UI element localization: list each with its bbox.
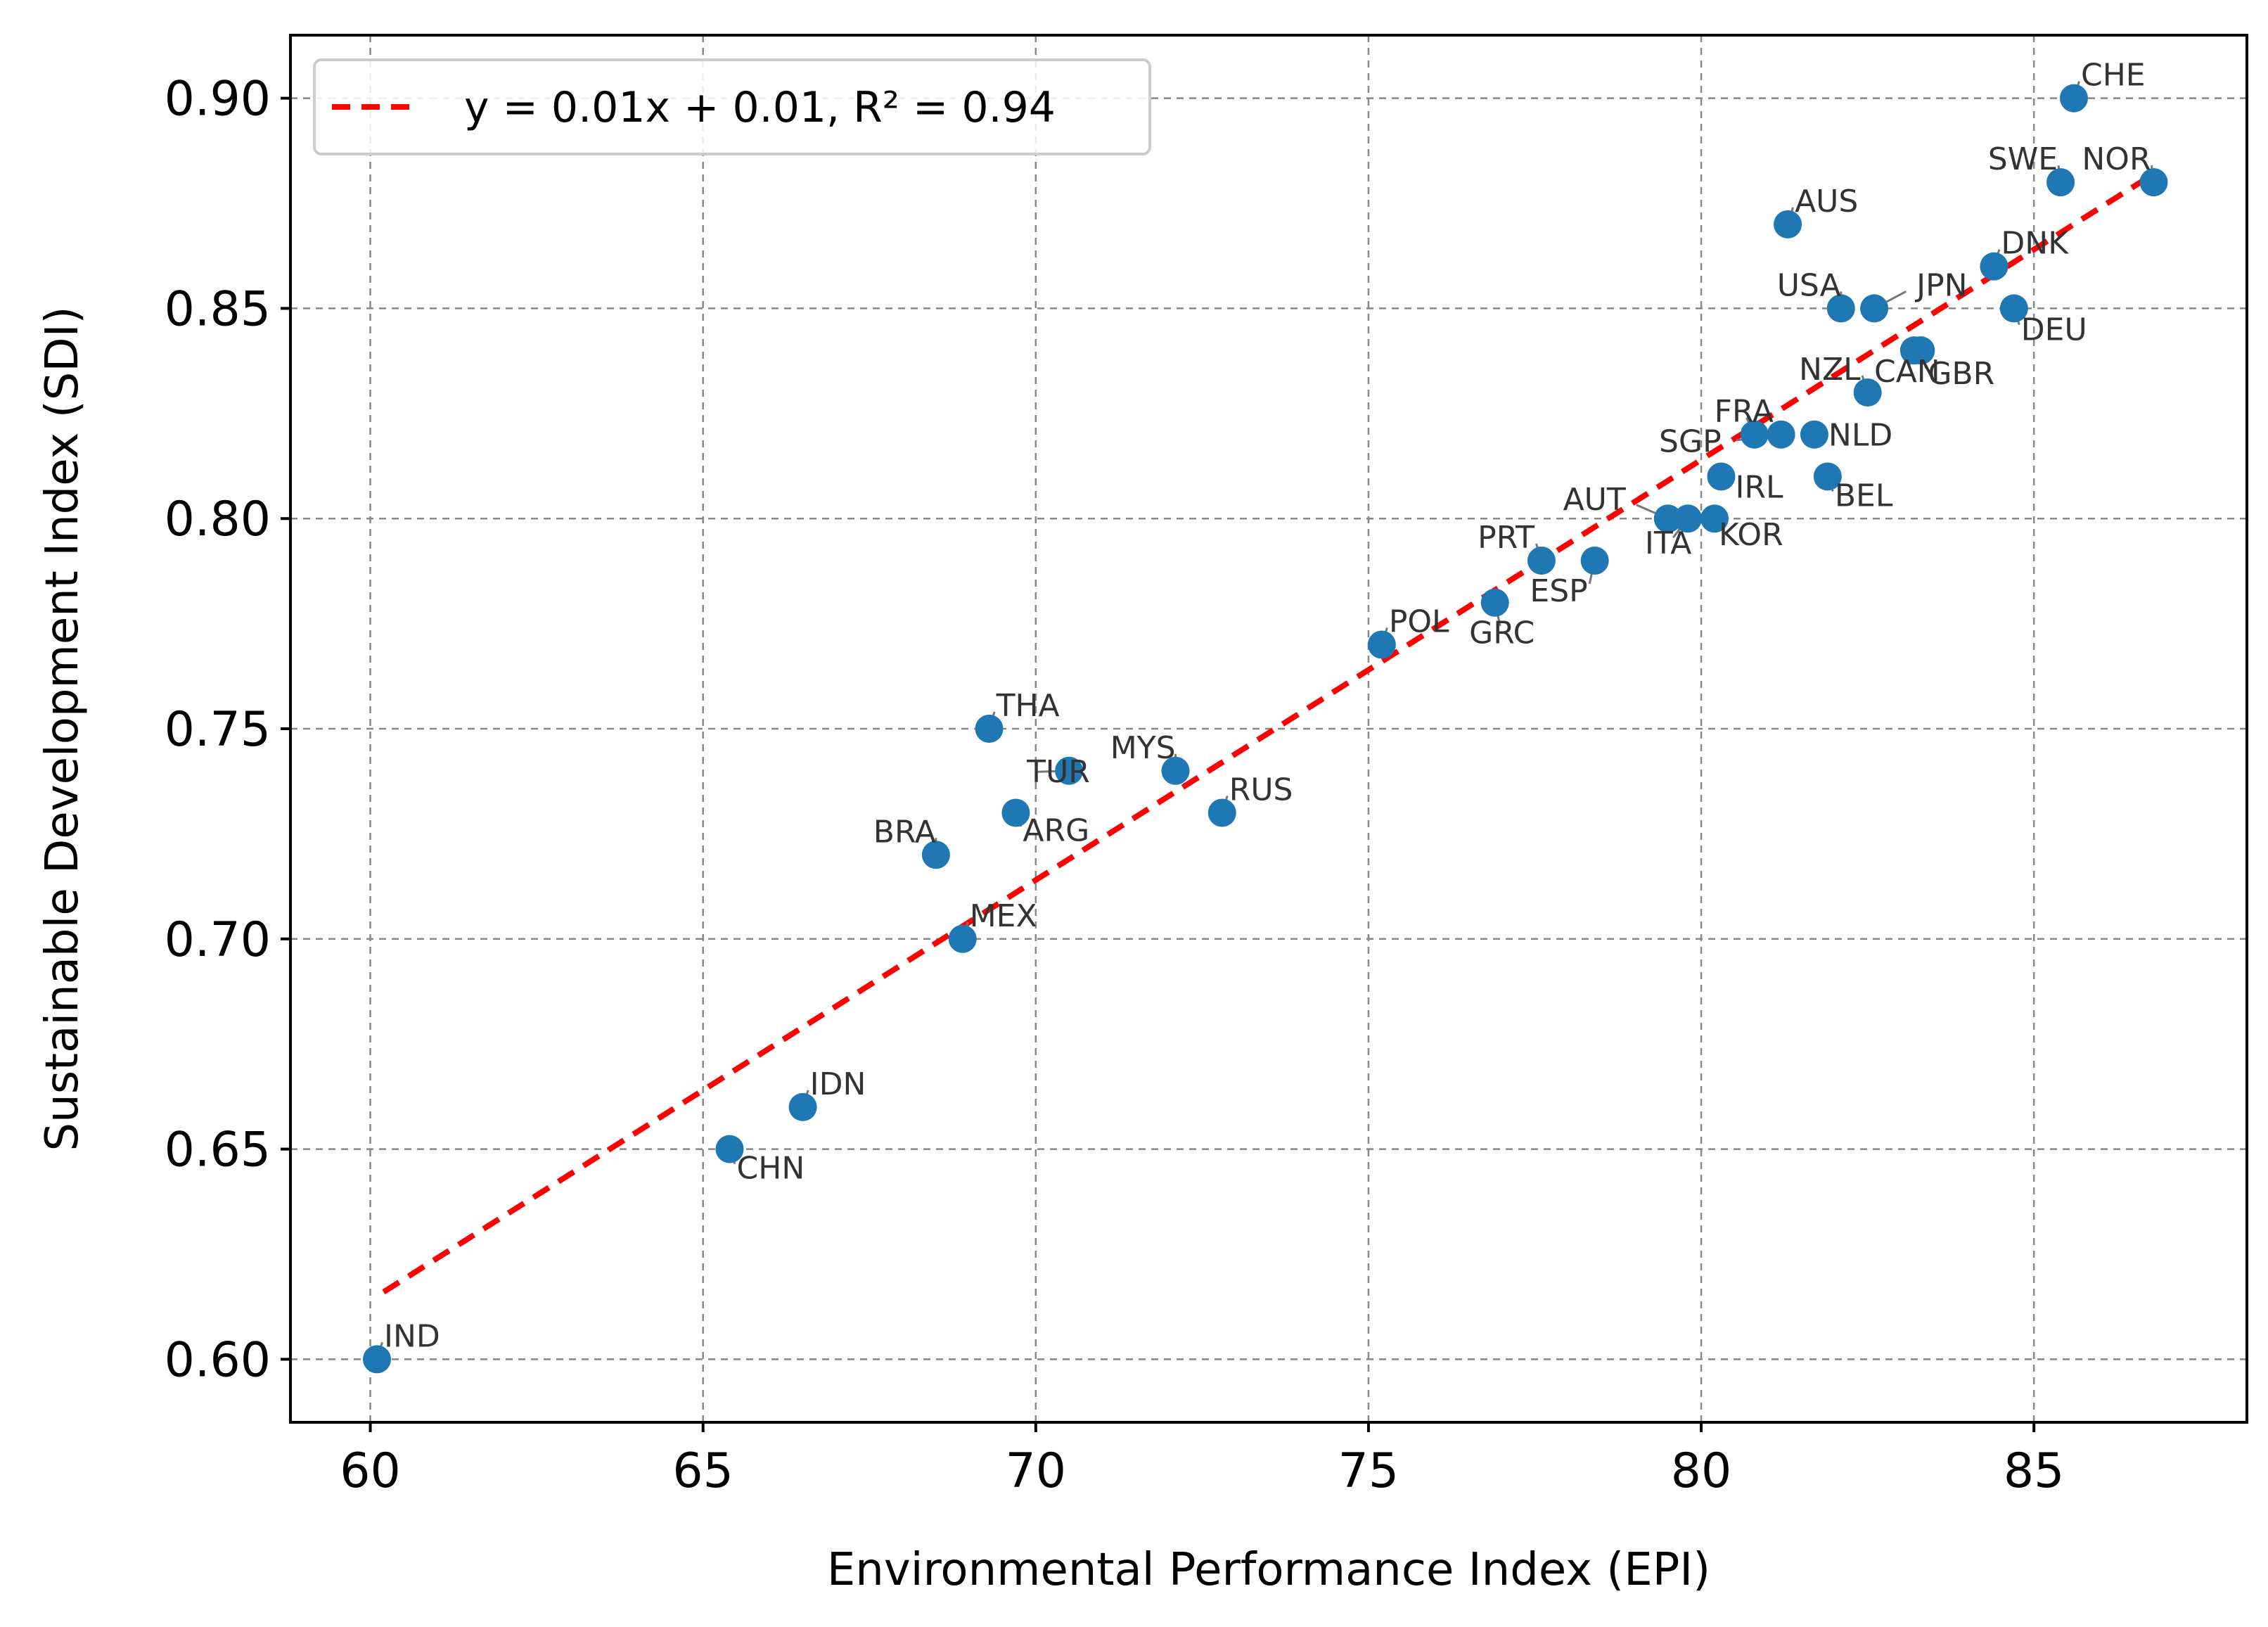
data-point-ita <box>1674 504 1703 533</box>
point-label-rus: RUS <box>1229 772 1293 808</box>
data-point-prt <box>1527 546 1556 575</box>
y-tick-label: 0.65 <box>165 1123 271 1178</box>
point-label-gbr: GBR <box>1928 356 1994 392</box>
point-label-ind: IND <box>384 1318 440 1354</box>
point-label-deu: DEU <box>2021 312 2087 347</box>
point-label-prt: PRT <box>1478 520 1535 556</box>
data-point-che <box>2059 84 2088 113</box>
point-label-sgp: SGP <box>1659 424 1722 460</box>
point-label-arg: ARG <box>1023 813 1089 849</box>
data-point-swe <box>2046 168 2075 197</box>
y-axis-label: Sustainable Development Index (SDI) <box>37 307 89 1151</box>
point-label-swe: SWE <box>1988 141 2058 177</box>
point-label-nor: NOR <box>2082 141 2151 177</box>
data-point-esp <box>1580 546 1609 575</box>
y-tick-label: 0.90 <box>165 72 271 127</box>
point-label-usa: USA <box>1777 267 1841 303</box>
point-label-jpn: JPN <box>1914 267 1967 303</box>
x-tick-label: 65 <box>672 1443 733 1499</box>
point-label-pol: POL <box>1389 604 1449 639</box>
point-label-fra: FRA <box>1715 394 1774 430</box>
point-label-tha: THA <box>996 688 1060 724</box>
data-point-gbr <box>1907 336 1935 365</box>
x-tick-label: 70 <box>1006 1443 1067 1499</box>
point-label-bra: BRA <box>873 814 936 850</box>
data-point-pol <box>1367 630 1396 659</box>
data-point-chn <box>715 1135 744 1163</box>
data-point-usa <box>1826 294 1855 323</box>
fit-line <box>382 171 2155 1295</box>
legend-fit-label: y = 0.01x + 0.01, R² = 0.94 <box>464 83 1056 132</box>
x-tick-label: 60 <box>340 1443 401 1499</box>
data-point-nzl <box>1853 378 1882 407</box>
y-tick-label: 0.85 <box>165 281 271 337</box>
legend-box <box>313 58 1151 155</box>
point-label-irl: IRL <box>1735 469 1783 505</box>
data-point-nld <box>1800 420 1828 449</box>
point-label-ita: ITA <box>1645 525 1692 561</box>
data-point-bra <box>921 841 950 869</box>
data-point-arg <box>1001 798 1030 827</box>
x-tick-label: 85 <box>2004 1443 2065 1499</box>
grid-lines <box>290 35 2247 1422</box>
data-point-aut <box>1653 504 1682 533</box>
data-point-kor <box>1700 504 1729 533</box>
data-point-idn <box>788 1092 817 1121</box>
point-label-grc: GRC <box>1469 615 1535 651</box>
point-label-tur: TUR <box>1026 754 1090 790</box>
x-tick-label: 80 <box>1671 1443 1732 1499</box>
data-point-ind <box>363 1345 392 1374</box>
point-label-aus: AUS <box>1795 184 1858 219</box>
point-label-nld: NLD <box>1828 418 1892 454</box>
point-label-kor: KOR <box>1719 517 1783 553</box>
data-point-tur <box>1055 756 1084 785</box>
data-point-mys <box>1161 756 1190 785</box>
point-label-nzl: NZL <box>1799 352 1861 388</box>
y-tick-label: 0.80 <box>165 492 271 547</box>
point-label-dnk: DNK <box>2001 226 2069 262</box>
data-point-rus <box>1207 798 1236 827</box>
data-point-fra <box>1740 420 1769 449</box>
y-tick-label: 0.60 <box>165 1332 271 1388</box>
data-point-mex <box>948 924 977 953</box>
legend: y = 0.01x + 0.01, R² = 0.94 <box>313 58 1151 155</box>
point-label-mex: MEX <box>970 898 1037 934</box>
point-label-can: CAN <box>1874 354 1940 390</box>
point-label-bel: BEL <box>1835 478 1893 513</box>
data-point-bel <box>1813 462 1842 491</box>
point-label-esp: ESP <box>1530 573 1587 609</box>
x-axis-label: Environmental Performance Index (EPI) <box>827 1544 1710 1596</box>
point-label-idn: IDN <box>810 1066 866 1102</box>
point-label-chn: CHN <box>737 1151 805 1187</box>
data-point-deu <box>1999 294 2028 323</box>
data-points <box>363 84 2168 1374</box>
fit-line-group <box>382 171 2155 1295</box>
x-tick-label: 75 <box>1338 1443 1399 1499</box>
data-point-aus <box>1774 210 1802 238</box>
data-point-tha <box>975 715 1004 743</box>
data-point-grc <box>1480 588 1509 617</box>
data-point-irl <box>1707 462 1736 491</box>
point-label-che: CHE <box>2081 58 2146 94</box>
data-point-jpn <box>1860 294 1889 323</box>
y-tick-label: 0.75 <box>165 702 271 758</box>
axis-ticks: 60 65 70 75 80 85 0.60 0.65 0.70 0.75 0.80 0.85 0.90 <box>165 72 2065 1499</box>
y-tick-label: 0.70 <box>165 912 271 968</box>
data-point-sgp <box>1767 420 1795 449</box>
point-label-mys: MYS <box>1110 730 1176 766</box>
data-point-nor <box>2139 168 2168 197</box>
data-point-dnk <box>1980 252 2008 281</box>
point-label-aut: AUT <box>1563 482 1626 518</box>
